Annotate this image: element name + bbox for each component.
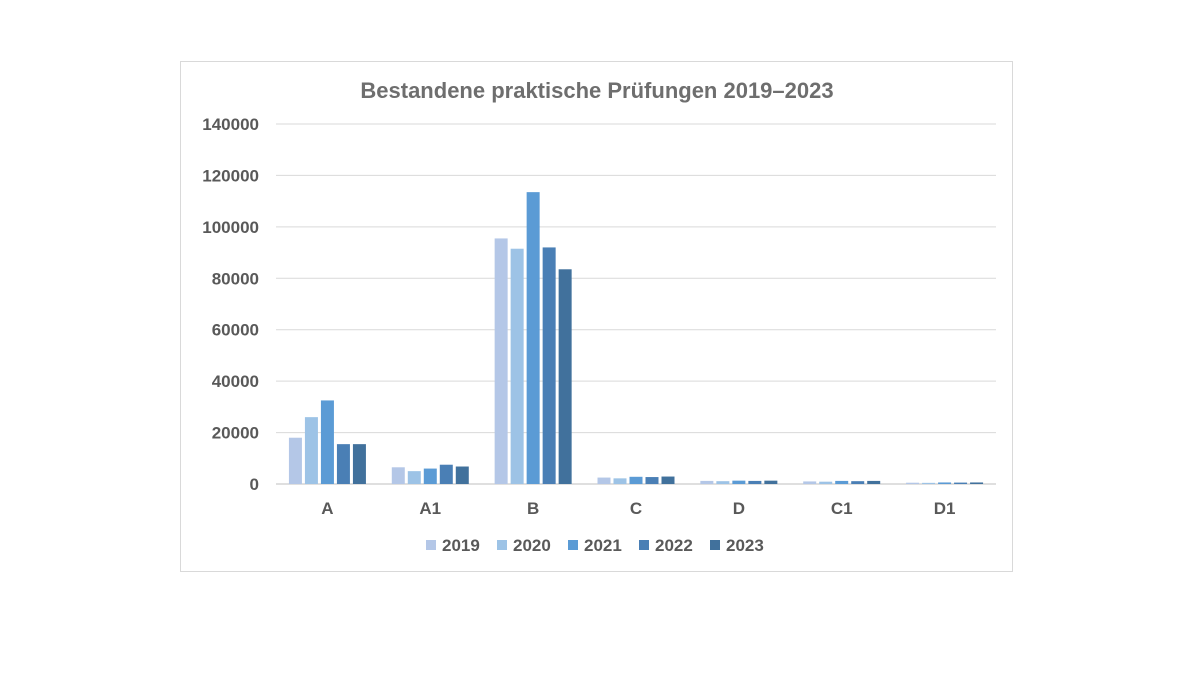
bar-A-2022 xyxy=(336,444,350,484)
x-tick-label: B xyxy=(527,499,539,518)
bar-B-2020 xyxy=(510,248,524,484)
gridlines xyxy=(276,123,996,485)
bar-D-2021 xyxy=(732,480,746,484)
legend: 2019 2020 2021 2022 2023 xyxy=(426,536,764,555)
x-tick-label: D1 xyxy=(934,499,956,518)
legend-item-2020: 2020 xyxy=(497,536,551,555)
bar-B-2021 xyxy=(526,192,540,484)
bar-D-2020 xyxy=(716,481,730,484)
legend-swatch xyxy=(710,540,720,550)
bar-C-2021 xyxy=(629,476,643,484)
bar-A1-2019 xyxy=(391,467,405,484)
legend-item-2019: 2019 xyxy=(426,536,480,555)
y-tick-label: 0 xyxy=(250,475,259,494)
bar-C-2019 xyxy=(597,477,611,484)
chart-title: Bestandene praktische Prüfungen 2019–202… xyxy=(360,78,833,103)
bar-C-2023 xyxy=(661,476,675,484)
y-tick-label: 140000 xyxy=(202,115,259,134)
y-tick-label: 20000 xyxy=(212,424,259,443)
bar-A1-2021 xyxy=(423,468,437,484)
legend-item-2023: 2023 xyxy=(710,536,764,555)
x-axis-ticks: A A1 B C D C1 D1 xyxy=(321,499,955,518)
bar-D1-2019 xyxy=(906,482,920,484)
y-axis-ticks: 0 20000 40000 60000 80000 100000 120000 140000 xyxy=(202,115,259,494)
bar-A-2019 xyxy=(288,437,302,484)
bar-D1-2021 xyxy=(938,482,952,484)
legend-swatch xyxy=(497,540,507,550)
bar-A1-2020 xyxy=(407,471,421,484)
legend-item-2021: 2021 xyxy=(568,536,622,555)
x-tick-label: A1 xyxy=(419,499,441,518)
bar-C1-2023 xyxy=(867,480,881,484)
bar-A-2021 xyxy=(320,400,334,484)
legend-label: 2022 xyxy=(655,536,693,555)
bar-chart: Bestandene praktische Prüfungen 2019–202… xyxy=(202,78,996,555)
bars xyxy=(288,192,984,484)
legend-label: 2021 xyxy=(584,536,622,555)
x-tick-label: A xyxy=(321,499,333,518)
legend-swatch xyxy=(426,540,436,550)
bar-B-2023 xyxy=(558,269,572,484)
bar-D-2019 xyxy=(700,480,714,484)
bar-C1-2021 xyxy=(835,480,849,484)
bar-D-2022 xyxy=(748,480,762,484)
bar-D-2023 xyxy=(764,480,778,484)
legend-label: 2020 xyxy=(513,536,551,555)
bar-A-2023 xyxy=(352,444,366,484)
legend-swatch xyxy=(568,540,578,550)
bar-B-2022 xyxy=(542,247,556,484)
y-tick-label: 120000 xyxy=(202,166,259,185)
legend-label: 2023 xyxy=(726,536,764,555)
y-tick-label: 80000 xyxy=(212,269,259,288)
bar-C1-2020 xyxy=(819,481,833,484)
x-tick-label: C1 xyxy=(831,499,853,518)
legend-swatch xyxy=(639,540,649,550)
x-tick-label: C xyxy=(630,499,642,518)
bar-C-2020 xyxy=(613,478,627,484)
bar-D1-2022 xyxy=(954,482,968,484)
chart-frame: Bestandene praktische Prüfungen 2019–202… xyxy=(180,61,1013,572)
bar-A1-2022 xyxy=(439,464,453,484)
y-tick-label: 60000 xyxy=(212,321,259,340)
y-tick-label: 40000 xyxy=(212,372,259,391)
legend-label: 2019 xyxy=(442,536,480,555)
y-tick-label: 100000 xyxy=(202,218,259,237)
legend-item-2022: 2022 xyxy=(639,536,693,555)
x-tick-label: D xyxy=(733,499,745,518)
bar-D1-2023 xyxy=(970,482,984,484)
bar-C-2022 xyxy=(645,477,659,484)
bar-B-2019 xyxy=(494,238,508,484)
bar-A1-2023 xyxy=(455,466,469,484)
bar-D1-2020 xyxy=(922,482,936,484)
bar-C1-2022 xyxy=(851,481,865,484)
bar-A-2020 xyxy=(304,417,318,484)
bar-C1-2019 xyxy=(803,481,817,484)
